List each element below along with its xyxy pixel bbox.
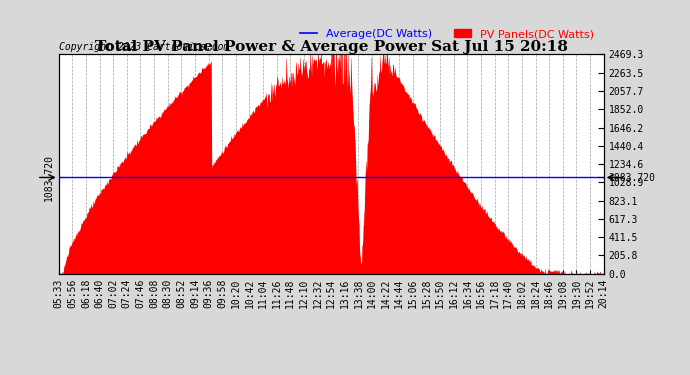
Legend: Average(DC Watts), PV Panels(DC Watts): Average(DC Watts), PV Panels(DC Watts) — [296, 25, 598, 44]
Title: Total PV Panel Power & Average Power Sat Jul 15 20:18: Total PV Panel Power & Average Power Sat… — [95, 40, 568, 54]
Text: Copyright 2023 Cartronics.com: Copyright 2023 Cartronics.com — [59, 42, 229, 52]
